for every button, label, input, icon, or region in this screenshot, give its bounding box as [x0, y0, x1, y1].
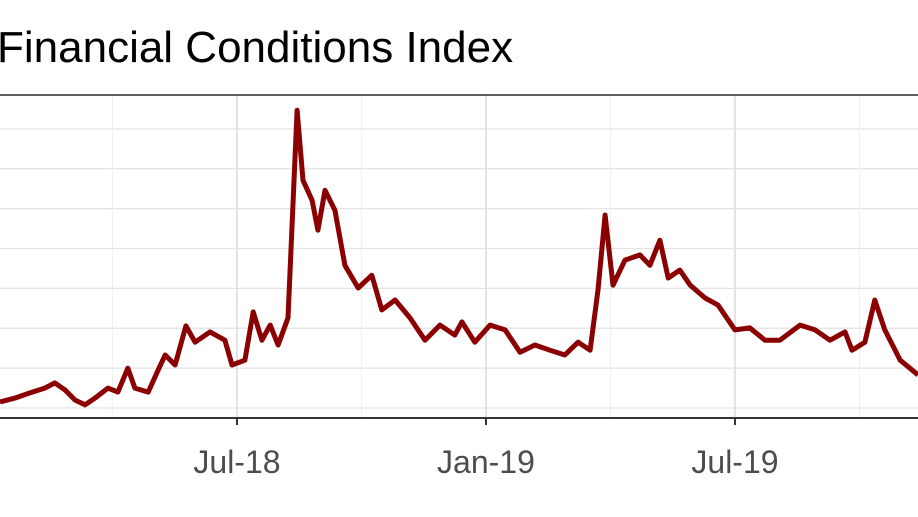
- x-tick-label: Jul-19: [691, 444, 778, 480]
- x-tick-label: Jul-18: [193, 444, 280, 480]
- chart-title: Financial Conditions Index: [0, 23, 513, 72]
- x-tick-label: Jan-19: [437, 444, 535, 480]
- series-line: [0, 107, 918, 408]
